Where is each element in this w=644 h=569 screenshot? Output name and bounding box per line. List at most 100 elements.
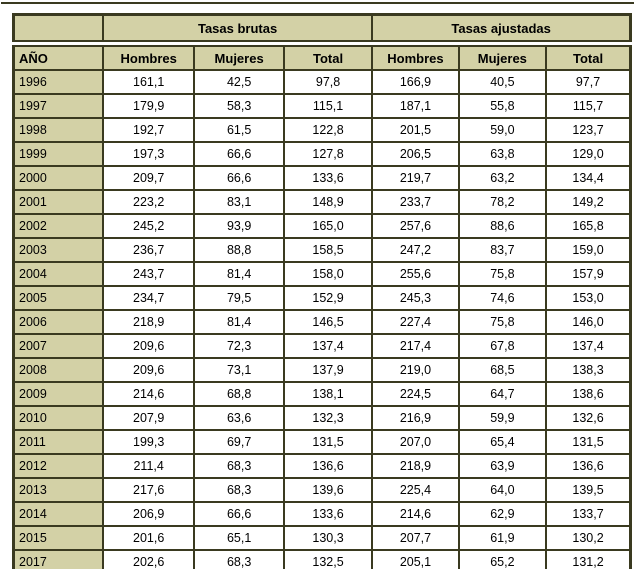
value-cell: 69,7 xyxy=(193,429,285,455)
value-cell: 201,6 xyxy=(101,525,196,551)
value-cell: 207,0 xyxy=(371,429,460,455)
table-row: 1997 179,9 58,3 115,1 187,1 55,8 115,7 xyxy=(12,93,632,119)
top-divider xyxy=(1,2,634,4)
value-cell: 166,9 xyxy=(371,69,460,95)
value-cell: 197,3 xyxy=(101,141,196,167)
value-cell: 131,5 xyxy=(545,429,632,455)
table-row: 2001 223,2 83,1 148,9 233,7 78,2 149,2 xyxy=(12,189,632,215)
value-cell: 59,0 xyxy=(457,117,548,143)
group-header-row: Tasas brutas Tasas ajustadas xyxy=(12,13,632,47)
value-cell: 236,7 xyxy=(101,237,196,263)
value-cell: 63,6 xyxy=(193,405,285,431)
value-cell: 146,5 xyxy=(282,309,374,335)
value-cell: 187,1 xyxy=(371,93,460,119)
value-cell: 81,4 xyxy=(193,309,285,335)
table-row: 1998 192,7 61,5 122,8 201,5 59,0 123,7 xyxy=(12,117,632,143)
column-header-ano: AÑO xyxy=(12,42,104,71)
value-cell: 165,8 xyxy=(545,213,632,239)
value-cell: 74,6 xyxy=(457,285,548,311)
table-row: 1996 161,1 42,5 97,8 166,9 40,5 97,7 xyxy=(12,69,632,95)
value-cell: 132,6 xyxy=(545,405,632,431)
value-cell: 67,8 xyxy=(457,333,548,359)
value-cell: 81,4 xyxy=(193,261,285,287)
value-cell: 225,4 xyxy=(371,477,460,503)
column-header-mujeres-brutas: Mujeres xyxy=(193,42,285,71)
value-cell: 75,8 xyxy=(457,309,548,335)
value-cell: 97,7 xyxy=(545,69,632,95)
table-row: 2005 234,7 79,5 152,9 245,3 74,6 153,0 xyxy=(12,285,632,311)
value-cell: 63,8 xyxy=(457,141,548,167)
value-cell: 138,1 xyxy=(282,381,374,407)
value-cell: 139,6 xyxy=(282,477,374,503)
value-cell: 138,6 xyxy=(545,381,632,407)
value-cell: 83,1 xyxy=(193,189,285,215)
year-cell: 2017 xyxy=(12,549,104,569)
value-cell: 233,7 xyxy=(371,189,460,215)
year-cell: 2008 xyxy=(12,357,104,383)
group-header-tasas-brutas: Tasas brutas xyxy=(101,13,374,47)
value-cell: 88,6 xyxy=(457,213,548,239)
value-cell: 78,2 xyxy=(457,189,548,215)
value-cell: 68,8 xyxy=(193,381,285,407)
value-cell: 206,5 xyxy=(371,141,460,167)
value-cell: 137,4 xyxy=(282,333,374,359)
value-cell: 245,3 xyxy=(371,285,460,311)
column-header-hombres-brutas: Hombres xyxy=(101,42,196,71)
value-cell: 161,1 xyxy=(101,69,196,95)
value-cell: 139,5 xyxy=(545,477,632,503)
table-row: 2013 217,6 68,3 139,6 225,4 64,0 139,5 xyxy=(12,477,632,503)
value-cell: 40,5 xyxy=(457,69,548,95)
value-cell: 207,7 xyxy=(371,525,460,551)
table-row: 2008 209,6 73,1 137,9 219,0 68,5 138,3 xyxy=(12,357,632,383)
value-cell: 130,2 xyxy=(545,525,632,551)
value-cell: 75,8 xyxy=(457,261,548,287)
table-row: 2007 209,6 72,3 137,4 217,4 67,8 137,4 xyxy=(12,333,632,359)
value-cell: 115,7 xyxy=(545,93,632,119)
value-cell: 214,6 xyxy=(101,381,196,407)
value-cell: 132,3 xyxy=(282,405,374,431)
value-cell: 63,2 xyxy=(457,165,548,191)
year-cell: 2013 xyxy=(12,477,104,503)
value-cell: 130,3 xyxy=(282,525,374,551)
year-cell: 2000 xyxy=(12,165,104,191)
year-cell: 2003 xyxy=(12,237,104,263)
column-header-total-ajustadas: Total xyxy=(545,42,632,71)
value-cell: 137,9 xyxy=(282,357,374,383)
value-cell: 115,1 xyxy=(282,93,374,119)
value-cell: 72,3 xyxy=(193,333,285,359)
value-cell: 61,5 xyxy=(193,117,285,143)
year-cell: 2012 xyxy=(12,453,104,479)
value-cell: 63,9 xyxy=(457,453,548,479)
value-cell: 159,0 xyxy=(545,237,632,263)
value-cell: 218,9 xyxy=(101,309,196,335)
value-cell: 131,5 xyxy=(282,429,374,455)
corner-cell xyxy=(12,13,104,47)
year-cell: 2002 xyxy=(12,213,104,239)
value-cell: 199,3 xyxy=(101,429,196,455)
table-row: 2000 209,7 66,6 133,6 219,7 63,2 134,4 xyxy=(12,165,632,191)
value-cell: 227,4 xyxy=(371,309,460,335)
value-cell: 136,6 xyxy=(545,453,632,479)
value-cell: 65,2 xyxy=(457,549,548,569)
value-cell: 65,1 xyxy=(193,525,285,551)
value-cell: 257,6 xyxy=(371,213,460,239)
year-cell: 1999 xyxy=(12,141,104,167)
value-cell: 93,9 xyxy=(193,213,285,239)
table-row: 1999 197,3 66,6 127,8 206,5 63,8 129,0 xyxy=(12,141,632,167)
value-cell: 209,7 xyxy=(101,165,196,191)
column-header-mujeres-ajustadas: Mujeres xyxy=(457,42,548,71)
value-cell: 97,8 xyxy=(282,69,374,95)
year-cell: 2005 xyxy=(12,285,104,311)
value-cell: 214,6 xyxy=(371,501,460,527)
value-cell: 146,0 xyxy=(545,309,632,335)
value-cell: 218,9 xyxy=(371,453,460,479)
value-cell: 179,9 xyxy=(101,93,196,119)
year-cell: 2011 xyxy=(12,429,104,455)
column-header-hombres-ajustadas: Hombres xyxy=(371,42,460,71)
value-cell: 209,6 xyxy=(101,357,196,383)
table-body: 1996 161,1 42,5 97,8 166,9 40,5 97,7 1997 179,9 5… xyxy=(12,69,632,569)
value-cell: 66,6 xyxy=(193,141,285,167)
value-cell: 133,7 xyxy=(545,501,632,527)
table-row: 2002 245,2 93,9 165,0 257,6 88,6 165,8 xyxy=(12,213,632,239)
